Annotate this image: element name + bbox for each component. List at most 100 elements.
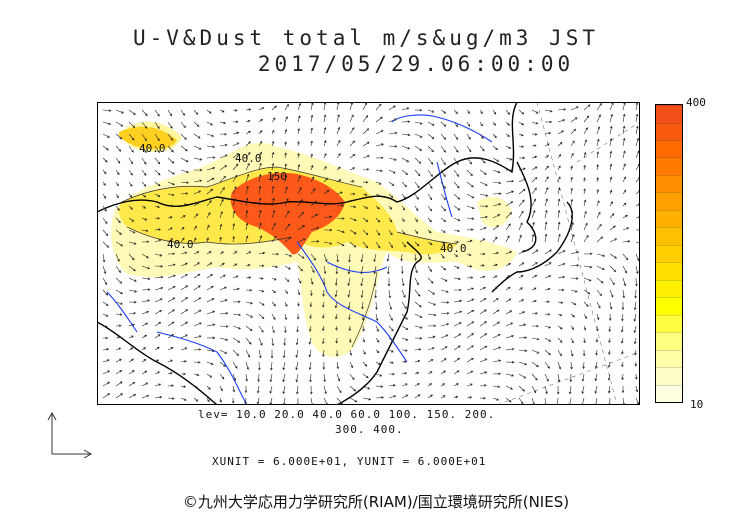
wind-vector (375, 130, 384, 135)
wind-vector (492, 334, 501, 339)
wind-vector (518, 274, 524, 279)
wind-vector (336, 139, 341, 147)
wind-vector (479, 181, 488, 186)
wind-vector (271, 313, 276, 321)
wind-vector (154, 121, 160, 130)
wind-vector (193, 145, 202, 150)
wind-vector (167, 334, 175, 339)
wind-vector (295, 385, 299, 395)
wind-vector (154, 133, 160, 142)
wind-vector (466, 205, 475, 210)
wind-vector (154, 193, 161, 197)
wind-vector (271, 140, 275, 147)
wind-vector (308, 349, 312, 358)
wind-vector (282, 373, 286, 383)
wind-vector (505, 298, 512, 303)
wind-vector (557, 130, 564, 135)
wind-vector (388, 145, 398, 148)
wind-vector (167, 359, 173, 363)
wind-vector (401, 383, 408, 387)
wind-vector (596, 211, 601, 219)
wind-vector (609, 125, 613, 135)
wind-vector (362, 373, 369, 379)
wind-vector (349, 373, 355, 381)
wind-vector (557, 209, 561, 219)
wind-vector (621, 349, 624, 355)
wind-vector (479, 371, 488, 375)
wind-vector (388, 313, 393, 321)
wind-vector (284, 103, 289, 111)
wind-vector (348, 313, 351, 321)
wind-vector (271, 252, 280, 256)
wind-vector (373, 265, 377, 275)
wind-vector (569, 373, 573, 383)
wind-vector (321, 337, 325, 345)
wind-vector (349, 349, 353, 356)
wind-vector (596, 126, 601, 135)
wind-vector (167, 252, 176, 256)
wind-vector (193, 225, 197, 231)
wind-vector (608, 325, 612, 333)
wind-vector (335, 325, 338, 331)
wind-vector (167, 286, 176, 291)
wind-vector (492, 275, 498, 279)
wind-vector (245, 209, 249, 219)
wind-vector (635, 253, 640, 262)
wind-vector (635, 265, 639, 275)
wind-vector (180, 274, 189, 279)
wind-vector (271, 162, 275, 171)
wind-vector (257, 373, 260, 383)
wind-vector (154, 216, 161, 220)
wind-vector (531, 155, 538, 159)
wind-vector (284, 163, 288, 171)
wind-vector (401, 107, 410, 111)
wind-vector (258, 325, 264, 333)
wind-vector (635, 137, 640, 147)
wind-vector (401, 229, 406, 235)
wind-vector (596, 164, 599, 171)
wind-vector (258, 251, 266, 255)
wind-vector (505, 322, 514, 327)
wind-vector (180, 309, 189, 315)
wind-vector (414, 121, 423, 125)
wind-vector (440, 253, 445, 259)
wind-vector (401, 337, 409, 341)
wind-vector (621, 361, 624, 368)
wind-vector (388, 169, 396, 174)
wind-vector (453, 145, 459, 153)
wind-vector (479, 275, 486, 279)
wind-vector (375, 181, 382, 185)
wind-vector (141, 382, 149, 387)
wind-vector (308, 337, 312, 345)
wind-vector (622, 163, 626, 171)
wind-vector (427, 359, 434, 363)
wind-vector (284, 289, 288, 294)
wind-vector (607, 373, 611, 381)
wind-vector (401, 360, 407, 364)
wind-vector (193, 297, 202, 303)
wind-vector (440, 383, 446, 387)
wind-vector (180, 181, 189, 184)
wind-vector (531, 373, 538, 381)
wind-vector (570, 361, 573, 370)
wind-vector (128, 205, 133, 210)
wind-vector (427, 335, 436, 339)
wind-vector (375, 373, 383, 377)
wind-vector (115, 229, 122, 235)
wind-vector (440, 121, 447, 127)
wind-vector (102, 277, 108, 286)
wind-vector (271, 185, 275, 195)
wind-vector (269, 385, 273, 394)
wind-vector (635, 228, 640, 232)
wind-vector (167, 193, 175, 197)
wind-vector (128, 265, 136, 272)
wind-vector (492, 214, 501, 219)
wind-vector (102, 217, 108, 225)
wind-vector (608, 349, 611, 355)
wind-vector (362, 229, 369, 236)
wind-vector (335, 337, 339, 344)
wind-vector (102, 241, 110, 248)
wind-vector (505, 360, 515, 364)
wind-vector (154, 275, 164, 279)
wind-vector (206, 298, 215, 303)
